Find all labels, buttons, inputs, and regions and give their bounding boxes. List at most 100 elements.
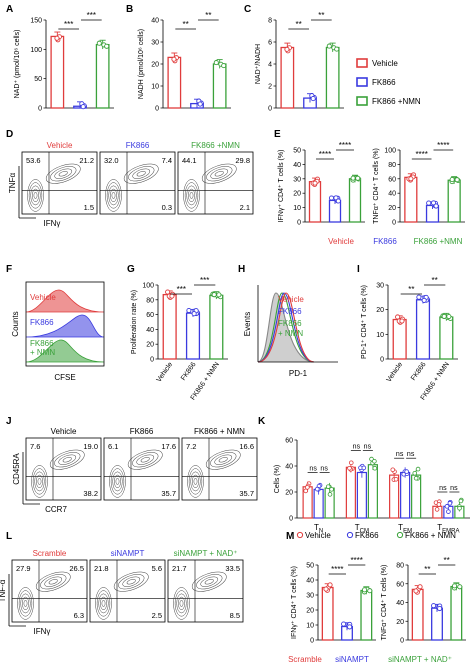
contour-line [108, 185, 119, 206]
y-tick-label: 20 [293, 191, 301, 198]
x-tick-sub: EM [403, 529, 412, 535]
y-tick-label: 0 [380, 357, 384, 364]
contour-line [184, 182, 199, 209]
quad-value: 6.3 [74, 611, 84, 620]
contour-line [100, 596, 107, 611]
bar [321, 586, 334, 641]
x-tick-label: FK866 [180, 361, 198, 382]
x-tick-label: Vehicle [156, 361, 175, 384]
data-point [211, 292, 217, 298]
legend-label: FK866 +NMN [372, 97, 421, 106]
contour-line [98, 593, 109, 614]
data-point [446, 509, 451, 514]
quad-value: 2.1 [240, 203, 250, 212]
contour-line [96, 590, 111, 617]
contour-line [36, 474, 43, 489]
contour-line [204, 579, 214, 585]
bar [411, 474, 422, 519]
sig-label: ** [444, 556, 450, 565]
data-point [104, 43, 110, 49]
sig-label: **** [339, 141, 351, 150]
contour-line [106, 182, 121, 209]
y-axis-label: IFNγ⁺ CD4⁺ T cells (%) [278, 150, 285, 223]
data-point [393, 476, 399, 482]
bar-chart-B: 0 10 20 30 40 NADH (pmol/10⁶ cells) ** ** [138, 11, 231, 113]
contour-line [45, 163, 81, 184]
y-tick-label: 20 [146, 342, 154, 349]
y-axis-label: NADH (pmol/10⁶ cells) [138, 29, 145, 99]
y-tick-label: 20 [376, 307, 384, 314]
x-tick-label-M: siNAMPT + NAD⁺ [388, 655, 452, 664]
hist-label: FK866 [278, 307, 302, 316]
contour-line [48, 579, 58, 585]
bar [400, 471, 411, 519]
data-point [169, 293, 175, 299]
quad-value: 19.0 [83, 442, 98, 451]
y-axis-label: TNFα⁺ CD4⁺ T cells (%) [373, 148, 380, 224]
panel-labels: A B C D E F G H I J K L M [6, 4, 360, 542]
flow-xlabel: CCR7 [45, 505, 67, 514]
data-point [446, 313, 452, 320]
legend-label-K: FK866 + NMN [405, 531, 456, 540]
contour-line [23, 599, 28, 607]
contour-line [112, 471, 123, 492]
contour-line [111, 191, 116, 199]
data-point [361, 465, 367, 471]
contour-line [127, 449, 163, 470]
contour-line [173, 587, 190, 620]
x-tick-label-M: Scramble [288, 655, 322, 664]
data-point [436, 502, 442, 507]
bar [360, 589, 373, 641]
data-point [335, 198, 341, 204]
flow-ylabel: TNFα [8, 173, 17, 194]
x-tick-label: TEM [398, 523, 412, 535]
contour-line [123, 163, 159, 184]
contour-line [110, 188, 117, 203]
legend-swatch [356, 96, 368, 106]
quad-value: 44.1 [182, 156, 197, 165]
data-point [326, 43, 332, 49]
flow-xlabel: IFNγ [44, 219, 61, 228]
contour-line [140, 457, 150, 463]
quad-value: 35.7 [239, 489, 254, 498]
hist-xlabel: PD-1 [289, 369, 308, 378]
legend-swatch [356, 58, 368, 68]
data-point [457, 505, 462, 511]
y-tick-label: 40 [146, 327, 154, 334]
x-tick-main: T [398, 523, 403, 532]
bar-chart-C: 0 2 4 6 8 NAD⁺/NADH ** ** [255, 11, 344, 113]
histogram-curve [257, 292, 315, 363]
contour-line [33, 191, 38, 199]
data-point [433, 203, 439, 209]
x-tick-label-E: FK866 +NMN [414, 237, 463, 246]
bar [431, 607, 443, 641]
data-point [415, 466, 421, 472]
contour-line [95, 587, 112, 620]
bar-chart-A: 0 50 100 150 NAD⁺ (pmol/10⁶ cells) *** *** [14, 11, 114, 113]
contour-line [214, 171, 224, 177]
sig-label: **** [331, 565, 343, 574]
histogram-curve [25, 289, 105, 313]
y-tick-label: 80 [146, 297, 154, 304]
data-point [325, 484, 331, 489]
hist-label: Vehicle [278, 295, 304, 304]
data-point [213, 60, 219, 66]
bar [212, 63, 227, 109]
quad-value: 0.3 [162, 203, 172, 212]
contour-line [174, 590, 189, 617]
sig-label: ** [296, 20, 302, 29]
contour-line [22, 596, 29, 611]
contour-line [187, 465, 204, 498]
hist-label: Vehicle [30, 293, 56, 302]
data-point [310, 96, 316, 102]
x-tick-label: TCM [355, 523, 369, 535]
y-tick-label: 100 [142, 283, 154, 290]
data-point [413, 588, 419, 594]
data-point [454, 177, 460, 183]
y-tick-label: 50 [293, 148, 301, 155]
y-axis-label: IFNγ⁺ CD4⁺ T cells (%) [291, 566, 298, 639]
y-tick-label: 40 [293, 162, 301, 169]
y-tick-label: 10 [306, 623, 314, 630]
